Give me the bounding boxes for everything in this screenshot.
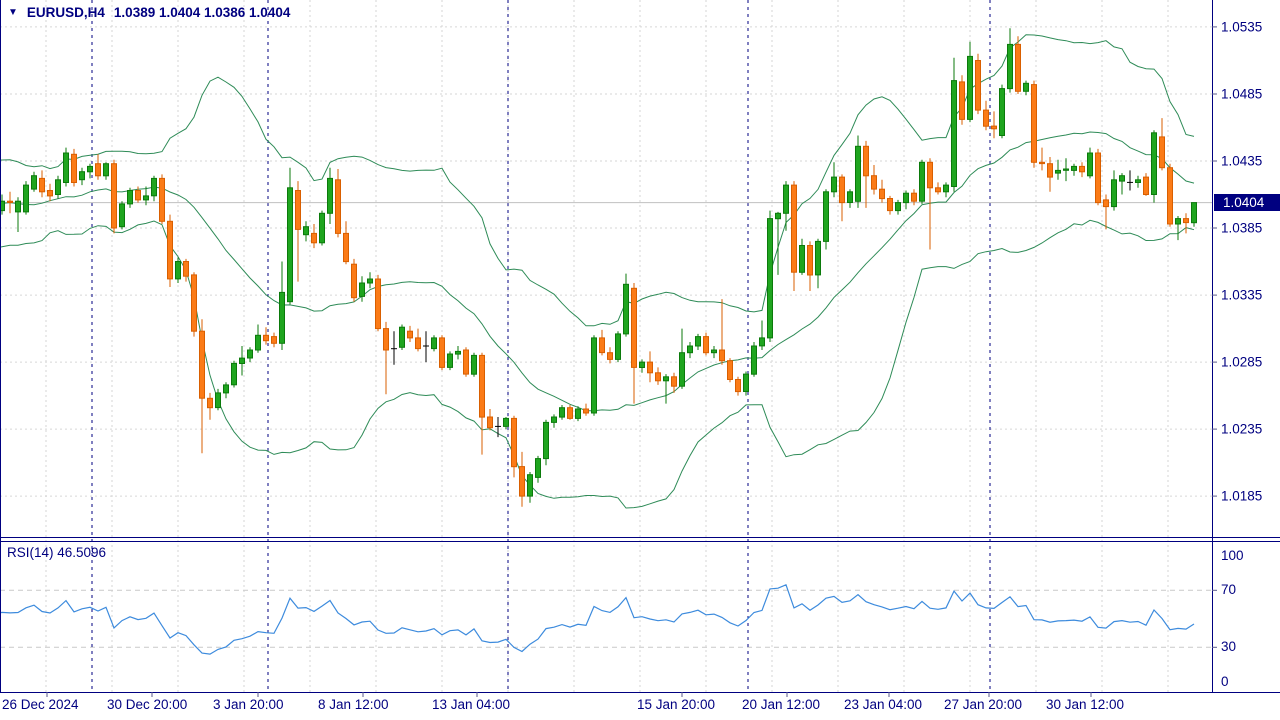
symbol-dropdown-triangle-icon[interactable]: ▼ (8, 6, 18, 18)
grid-lines (0, 0, 1212, 692)
svg-text:30: 30 (1221, 639, 1236, 654)
svg-text:15 Jan 20:00: 15 Jan 20:00 (637, 697, 715, 712)
svg-text:100: 100 (1221, 548, 1244, 563)
symbol-timeframe-label: EURUSD,H4 (26, 5, 105, 20)
price-panel[interactable] (0, 28, 1212, 509)
rsi-panel[interactable] (0, 583, 1195, 655)
svg-text:30 Jan 12:00: 30 Jan 12:00 (1046, 697, 1124, 712)
svg-text:27 Jan 20:00: 27 Jan 20:00 (944, 697, 1022, 712)
ohlc-values-label: 1.0389 1.0404 1.0386 1.0404 (113, 5, 291, 20)
week-separators (91, 0, 991, 692)
panel-frames (0, 0, 1280, 693)
svg-text:1.0335: 1.0335 (1221, 288, 1262, 303)
svg-text:23 Jan 04:00: 23 Jan 04:00 (844, 697, 922, 712)
svg-text:1.0535: 1.0535 (1221, 19, 1262, 34)
svg-text:1.0435: 1.0435 (1221, 154, 1262, 169)
svg-text:26 Dec 2024: 26 Dec 2024 (2, 697, 79, 712)
svg-text:1.0235: 1.0235 (1221, 422, 1262, 437)
svg-text:3 Jan 20:00: 3 Jan 20:00 (213, 697, 284, 712)
svg-text:8 Jan 12:00: 8 Jan 12:00 (318, 697, 389, 712)
current-price-tag: 1.0404 (1214, 194, 1280, 211)
svg-text:20 Jan 12:00: 20 Jan 12:00 (742, 697, 820, 712)
svg-text:0: 0 (1221, 674, 1229, 689)
svg-text:30 Dec 20:00: 30 Dec 20:00 (107, 697, 187, 712)
svg-text:13 Jan 04:00: 13 Jan 04:00 (432, 697, 510, 712)
rsi-indicator-label: RSI(14) 46.5096 (7, 545, 107, 560)
symbol-ohlc-header: ▼ EURUSD,H4 1.0389 1.0404 1.0386 1.0404 (8, 5, 290, 20)
svg-text:1.0485: 1.0485 (1221, 87, 1262, 102)
svg-text:70: 70 (1221, 582, 1236, 597)
svg-text:1.0185: 1.0185 (1221, 489, 1262, 504)
axis-labels[interactable]: 1.0535 1.0485 1.0435 1.0385 1.0335 1.0285 1.02… (2, 19, 1262, 712)
svg-text:1.0385: 1.0385 (1221, 221, 1262, 236)
svg-text:1.0285: 1.0285 (1221, 355, 1262, 370)
